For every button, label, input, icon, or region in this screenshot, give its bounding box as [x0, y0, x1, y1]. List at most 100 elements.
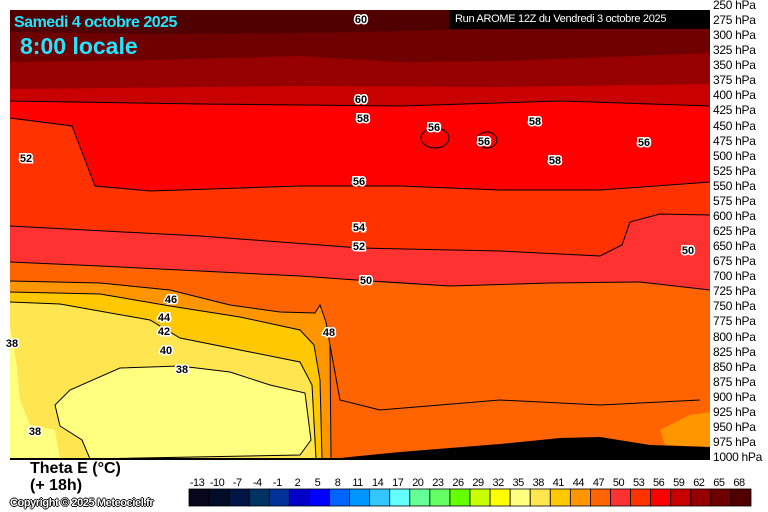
- colorbar-swatch: [449, 488, 471, 507]
- colorbar-swatch: [630, 488, 652, 507]
- colorbar-swatch: [309, 488, 330, 507]
- pressure-level-label: 825 hPa: [713, 344, 756, 359]
- contour-label: 54: [353, 222, 366, 234]
- pressure-level-label: 350 hPa: [713, 58, 756, 73]
- band-50-bulge: [630, 228, 710, 285]
- contour-label: 40: [160, 345, 172, 357]
- pressure-level-label: 675 hPa: [713, 254, 756, 269]
- colorbar-swatch: [369, 488, 391, 507]
- copyright: Copyright © 2025 Meteociel.fr: [10, 497, 154, 509]
- theta-e-fill-bands: [10, 10, 710, 459]
- pressure-level-label: 800 hPa: [713, 329, 756, 344]
- colorbar-tick-label: 23: [432, 477, 444, 489]
- contour-line: [476, 131, 498, 149]
- colorbar-tick-label: 68: [733, 477, 745, 489]
- contour-line: [9, 117, 711, 192]
- colorbar-tick-label: 56: [653, 477, 665, 489]
- colorbar-tick-label: -13: [189, 477, 205, 489]
- contour-label: 48: [323, 327, 335, 339]
- colorbar-swatch: [389, 488, 411, 507]
- pressure-level-label: 700 hPa: [713, 269, 756, 284]
- terrain-mask: [10, 437, 710, 460]
- colorbar-tick-label: 17: [392, 477, 404, 489]
- contour-line: [329, 344, 701, 411]
- pressure-level-label: 950 hPa: [713, 419, 756, 434]
- colorbar-swatch: [690, 488, 712, 507]
- contour-line: [9, 261, 711, 291]
- pressure-level-label: 275 hPa: [713, 13, 756, 28]
- colorbar-swatch: [509, 488, 531, 507]
- contour-label: 38: [6, 338, 18, 350]
- colorbar-tick-label: 62: [693, 477, 705, 489]
- colorbar-swatch: [188, 488, 210, 507]
- colorbar-swatch: [268, 488, 290, 507]
- colorbar-tick-label: 38: [532, 477, 545, 489]
- contour-label: 50: [360, 275, 372, 287]
- contour-label: 56: [353, 176, 365, 188]
- contour-line: [9, 301, 317, 460]
- contour-label: 60: [355, 14, 367, 26]
- pressure-level-label: 750 hPa: [713, 299, 756, 314]
- colorbar-tick-label: 41: [552, 477, 565, 489]
- colorbar-tick-label: 47: [592, 477, 605, 489]
- colorbar-swatch: [409, 488, 431, 507]
- colorbar-swatch: [429, 488, 451, 507]
- forecast-date: Samedi 4 octobre 2025: [14, 14, 177, 31]
- colorbar-tick-label: -4: [252, 477, 262, 489]
- contour-label: 44: [158, 312, 171, 324]
- contour-label: 38: [29, 426, 41, 438]
- band-53-island: [580, 122, 710, 150]
- contour-line: [9, 280, 332, 460]
- colorbar-tick-label: -1: [272, 477, 282, 489]
- contour-line: [9, 213, 711, 257]
- contour-line: [420, 127, 450, 149]
- colorbar-tick-label: 32: [492, 477, 504, 489]
- pressure-level-label: 725 hPa: [713, 284, 756, 299]
- colorbar-tick-label: 59: [673, 477, 685, 489]
- pressure-level-label: 450 hPa: [713, 118, 756, 133]
- pressure-level-label: 900 hPa: [713, 389, 756, 404]
- pressure-level-label: 600 hPa: [713, 208, 756, 223]
- colorbar-tick-label: 29: [472, 477, 484, 489]
- contour-label: 56: [638, 137, 650, 149]
- colorbar-swatch: [610, 488, 631, 507]
- contour-labels: 60 60 58 56 58 56 56 58 52 56 54 52 50 50 46 44 42 40 38 48…: [4, 13, 695, 440]
- contour-label: 46: [165, 294, 177, 306]
- colorbar-swatch: [710, 488, 732, 507]
- contour-label: 58: [357, 113, 369, 125]
- band-44-patch: [660, 412, 710, 447]
- band-53-island: [421, 128, 449, 148]
- pressure-level-label: 425 hPa: [713, 103, 756, 118]
- contour-label: 58: [549, 155, 561, 167]
- colorbar-tick-label: 11: [352, 477, 363, 489]
- pressure-level-label: 550 hPa: [713, 178, 756, 193]
- pressure-level-label: 375 hPa: [713, 73, 756, 88]
- pressure-level-label: 500 hPa: [713, 148, 756, 163]
- colorbar-swatch: [590, 488, 611, 507]
- colorbar-tick-label: 53: [632, 477, 645, 489]
- contour-label: 38: [176, 364, 188, 376]
- colorbar-tick-label: 65: [713, 477, 725, 489]
- colorbar-swatch: [228, 488, 250, 507]
- pressure-level-label: 650 hPa: [713, 239, 756, 254]
- band-35: [55, 366, 311, 459]
- pressure-level-label: 575 hPa: [713, 193, 756, 208]
- colorbar-swatch: [670, 488, 692, 507]
- contour-label: 56: [428, 122, 440, 134]
- contour-line: [9, 291, 323, 460]
- contour-lines: [9, 100, 711, 460]
- colorbar-tick-label: 2: [294, 477, 301, 489]
- run-info: Run AROME 12Z du Vendredi 3 octobre 2025: [449, 10, 710, 29]
- colorbar-tick-label: 20: [412, 477, 424, 489]
- pressure-level-label: 300 hPa: [713, 28, 756, 43]
- colorbar-tick-label: 14: [372, 477, 384, 489]
- pressure-level-label: 875 hPa: [713, 374, 756, 389]
- colorbar-swatch: [489, 488, 511, 507]
- colorbar-tick-label: 35: [512, 477, 525, 489]
- colorbar: [188, 488, 752, 507]
- pressure-level-label: 625 hPa: [713, 224, 756, 239]
- pressure-level-label: 775 hPa: [713, 314, 756, 329]
- colorbar-tick-label: -10: [209, 477, 225, 489]
- contour-label: 42: [158, 326, 170, 338]
